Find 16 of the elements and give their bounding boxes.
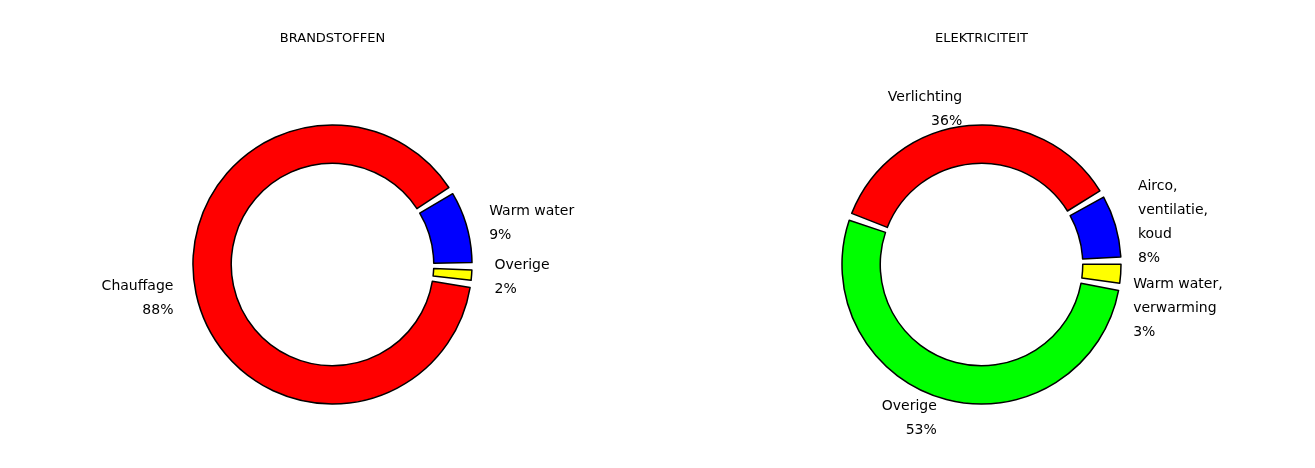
slice-label: Airco, ventilatie, koud	[1137, 177, 1208, 242]
data-label: 9%	[489, 226, 512, 243]
slice-label: Verlichting	[887, 87, 963, 104]
data-label: 2%	[494, 280, 517, 297]
slice-label: Overige	[494, 256, 550, 273]
data-label: 3%	[1133, 323, 1156, 340]
data-label: 36%	[931, 111, 963, 128]
chart-title: BRANDSTOFFEN	[279, 30, 386, 45]
slice-label: Warm water, verwarming	[1133, 275, 1223, 316]
slice-label: Warm water	[489, 202, 575, 219]
data-label: 8%	[1137, 249, 1161, 266]
chart-title: ELEKTRICITEIT	[935, 30, 1028, 45]
data-label: 88%	[142, 301, 174, 318]
data-label: 53%	[905, 420, 937, 437]
slice-label: Chauffage	[101, 277, 174, 294]
slice-label: Overige	[881, 396, 937, 413]
